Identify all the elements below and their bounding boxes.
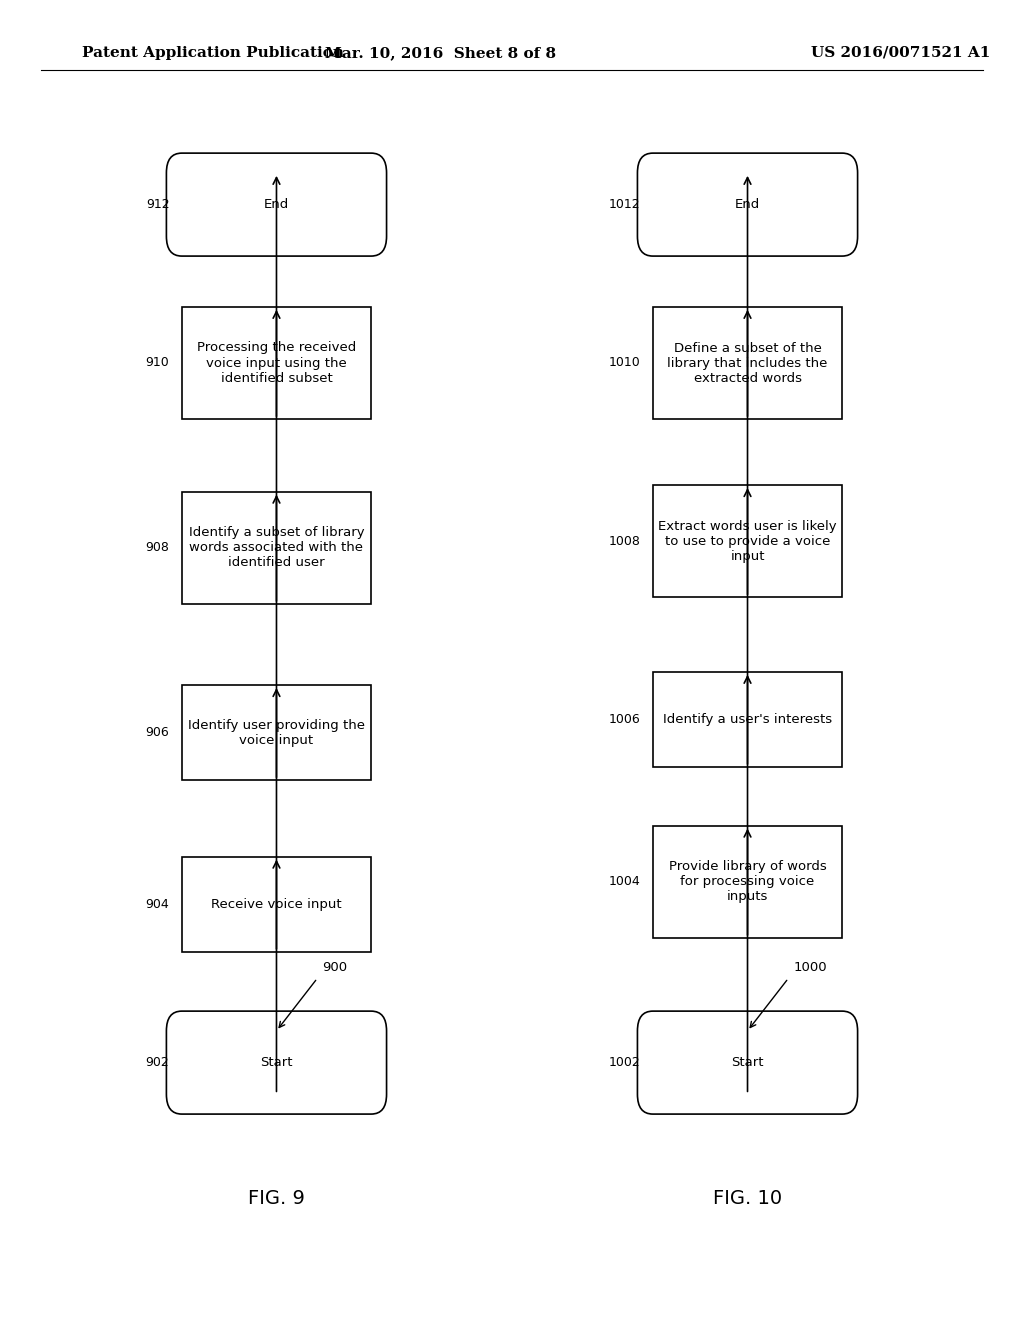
FancyBboxPatch shape <box>637 153 857 256</box>
FancyBboxPatch shape <box>637 1011 857 1114</box>
Text: 1008: 1008 <box>608 535 641 548</box>
Text: 904: 904 <box>145 898 170 911</box>
Text: 912: 912 <box>145 198 170 211</box>
FancyBboxPatch shape <box>182 492 372 605</box>
Text: Mar. 10, 2016  Sheet 8 of 8: Mar. 10, 2016 Sheet 8 of 8 <box>325 46 556 59</box>
Text: 1010: 1010 <box>608 356 641 370</box>
Text: Patent Application Publication: Patent Application Publication <box>82 46 344 59</box>
Text: Identify user providing the
voice input: Identify user providing the voice input <box>188 718 365 747</box>
FancyBboxPatch shape <box>182 857 372 952</box>
Text: 1006: 1006 <box>608 713 641 726</box>
FancyBboxPatch shape <box>182 308 372 420</box>
Text: Identify a subset of library
words associated with the
identified user: Identify a subset of library words assoc… <box>188 527 365 569</box>
FancyBboxPatch shape <box>653 672 842 767</box>
FancyBboxPatch shape <box>167 1011 387 1114</box>
Text: Start: Start <box>731 1056 764 1069</box>
Text: 1012: 1012 <box>609 198 641 211</box>
Text: Extract words user is likely
to use to provide a voice
input: Extract words user is likely to use to p… <box>658 520 837 562</box>
Text: End: End <box>735 198 760 211</box>
Text: 900: 900 <box>323 961 348 974</box>
FancyBboxPatch shape <box>653 308 842 420</box>
Text: 1004: 1004 <box>608 875 641 888</box>
FancyBboxPatch shape <box>653 826 842 937</box>
Text: Define a subset of the
library that includes the
extracted words: Define a subset of the library that incl… <box>668 342 827 384</box>
FancyBboxPatch shape <box>167 153 387 256</box>
Text: US 2016/0071521 A1: US 2016/0071521 A1 <box>811 46 991 59</box>
FancyBboxPatch shape <box>653 486 842 597</box>
Text: Receive voice input: Receive voice input <box>211 898 342 911</box>
Text: Identify a user's interests: Identify a user's interests <box>663 713 833 726</box>
Text: End: End <box>264 198 289 211</box>
Text: 910: 910 <box>145 356 170 370</box>
Text: 1002: 1002 <box>608 1056 641 1069</box>
Text: 902: 902 <box>145 1056 170 1069</box>
Text: 908: 908 <box>145 541 170 554</box>
Text: FIG. 9: FIG. 9 <box>248 1189 305 1208</box>
Text: 1000: 1000 <box>794 961 827 974</box>
Text: Processing the received
voice input using the
identified subset: Processing the received voice input usin… <box>197 342 356 384</box>
Text: Provide library of words
for processing voice
inputs: Provide library of words for processing … <box>669 861 826 903</box>
Text: FIG. 10: FIG. 10 <box>713 1189 782 1208</box>
Text: 906: 906 <box>145 726 170 739</box>
Text: Start: Start <box>260 1056 293 1069</box>
FancyBboxPatch shape <box>182 685 372 780</box>
